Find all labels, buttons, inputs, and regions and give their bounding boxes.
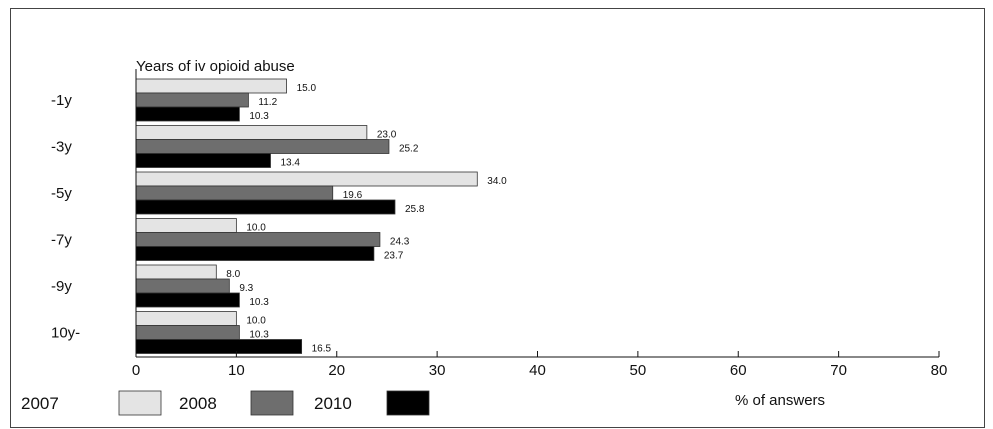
data-label: 25.2 bbox=[399, 144, 419, 155]
category-label: -5y bbox=[51, 185, 72, 202]
bar-2010--5y bbox=[135, 199, 396, 215]
x-tick-label: 80 bbox=[931, 362, 948, 379]
x-tick-label: 50 bbox=[630, 362, 647, 379]
x-axis: 0 10 20 30 40 50 60 70 80 bbox=[132, 69, 948, 379]
bar-2007--5y bbox=[135, 171, 478, 187]
data-label: 25.8 bbox=[405, 204, 425, 215]
bar-2008--7y bbox=[135, 232, 381, 247]
data-label: 34.0 bbox=[487, 176, 507, 187]
legend-label: 2010 bbox=[314, 394, 352, 413]
bar-2007--3y bbox=[135, 125, 368, 140]
x-tick-label: 10 bbox=[228, 362, 245, 379]
data-label: 16.5 bbox=[312, 344, 332, 355]
x-tick-label: 70 bbox=[830, 362, 847, 379]
x-tick-label: 40 bbox=[529, 362, 546, 379]
x-tick-label: 20 bbox=[328, 362, 345, 379]
data-label: 10.3 bbox=[249, 297, 269, 308]
bar-2010--9y bbox=[135, 292, 240, 308]
data-label: 10.0 bbox=[246, 316, 266, 327]
data-label: 23.0 bbox=[377, 130, 397, 141]
bar-2007--9y bbox=[135, 264, 217, 280]
chart-frame: Years of iv opioid abuse 15.0 11.2 10.3 23.… bbox=[10, 8, 985, 428]
chart-title: Years of iv opioid abuse bbox=[136, 58, 295, 75]
data-label: 10.0 bbox=[246, 223, 266, 234]
data-label: 24.3 bbox=[390, 237, 410, 248]
data-label: 13.4 bbox=[281, 158, 301, 169]
legend: 2007 2008 2010 bbox=[21, 390, 430, 416]
bar-2008--5y bbox=[135, 185, 334, 201]
category-label: -1y bbox=[51, 92, 72, 109]
data-label: 15.0 bbox=[297, 83, 317, 94]
data-label: 10.3 bbox=[249, 111, 269, 122]
legend-swatch bbox=[250, 390, 294, 416]
x-tick-label: 0 bbox=[132, 362, 140, 379]
bar-2008--1y bbox=[135, 92, 249, 108]
bar-2007--1y bbox=[135, 78, 287, 94]
bar-2008--9y bbox=[135, 278, 230, 294]
legend-label: 2007 bbox=[21, 394, 59, 413]
bar-2010-10y- bbox=[135, 339, 303, 354]
legend-swatch bbox=[118, 390, 162, 416]
category-labels: -1y -3y -5y -7y -9y 10y- bbox=[51, 92, 80, 342]
category-label: -3y bbox=[51, 139, 72, 156]
data-label: 9.3 bbox=[239, 283, 253, 294]
legend-label: 2008 bbox=[179, 394, 217, 413]
data-label: 11.2 bbox=[258, 97, 277, 108]
bar-2010--7y bbox=[135, 246, 375, 261]
bar-2007--7y bbox=[135, 218, 237, 233]
x-axis-label: % of answers bbox=[735, 392, 825, 409]
bar-2008-10y- bbox=[135, 325, 240, 340]
data-label: 8.0 bbox=[226, 269, 240, 280]
legend-swatch bbox=[386, 390, 430, 416]
data-label: 23.7 bbox=[384, 251, 404, 262]
bar-2007-10y- bbox=[135, 311, 237, 326]
data-label: 10.3 bbox=[249, 330, 269, 341]
bar-2010--3y bbox=[135, 153, 271, 168]
category-label: -7y bbox=[51, 232, 72, 249]
category-label: 10y- bbox=[51, 325, 80, 342]
bar-2010--1y bbox=[135, 106, 240, 122]
x-tick-label: 30 bbox=[429, 362, 446, 379]
bars-group: 15.0 11.2 10.3 23.025.2 13.4 34.0 19.6 25.8 10.0… bbox=[135, 78, 507, 355]
data-label: 19.6 bbox=[343, 190, 363, 201]
bar-chart: Years of iv opioid abuse 15.0 11.2 10.3 23.… bbox=[21, 58, 948, 416]
bar-2008--3y bbox=[135, 139, 390, 154]
category-label: -9y bbox=[51, 278, 72, 295]
x-tick-label: 60 bbox=[730, 362, 747, 379]
